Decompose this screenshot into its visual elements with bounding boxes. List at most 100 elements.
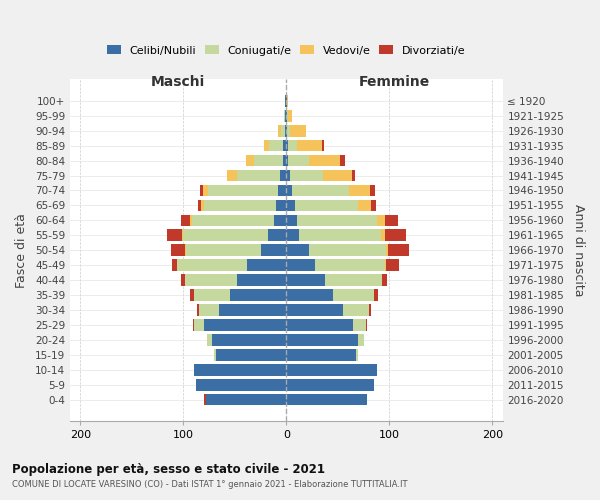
Bar [286,394,367,406]
Bar [171,244,185,256]
Bar [286,244,309,256]
Bar [315,260,385,271]
Bar [353,319,365,331]
Bar [285,125,286,136]
Bar [194,364,286,376]
Bar [381,230,385,241]
Bar [385,260,386,271]
Bar [204,200,276,211]
Bar [285,110,286,122]
Bar [309,155,340,166]
Bar [260,244,286,256]
Bar [206,394,286,406]
Bar [286,379,374,390]
Bar [181,274,185,286]
Bar [388,244,409,256]
Bar [274,214,286,226]
Bar [184,230,268,241]
Bar [286,364,377,376]
Bar [204,319,286,331]
Bar [285,95,286,106]
Bar [343,304,368,316]
Bar [290,125,306,136]
Bar [220,304,286,316]
Bar [356,349,358,360]
Bar [368,304,371,316]
Bar [358,334,364,345]
Bar [268,230,286,241]
Bar [227,170,237,181]
Bar [200,184,203,196]
Bar [286,274,325,286]
Bar [386,260,398,271]
Bar [204,394,206,406]
Bar [177,260,247,271]
Bar [286,260,315,271]
Bar [289,155,309,166]
Bar [247,260,286,271]
Bar [194,289,230,301]
Bar [286,349,356,360]
Bar [237,170,280,181]
Bar [287,95,289,106]
Bar [280,170,286,181]
Bar [167,230,182,241]
Bar [269,140,283,151]
Bar [287,125,290,136]
Bar [371,200,376,211]
Bar [181,214,190,226]
Bar [197,304,199,316]
Bar [203,184,208,196]
Bar [286,110,287,122]
Bar [190,214,191,226]
Bar [374,289,378,301]
Bar [286,319,353,331]
Bar [385,214,398,226]
Bar [386,244,388,256]
Bar [207,334,212,345]
Bar [377,214,385,226]
Bar [286,214,296,226]
Bar [323,170,352,181]
Bar [212,334,286,345]
Bar [352,170,355,181]
Bar [286,230,299,241]
Bar [309,244,386,256]
Text: Femmine: Femmine [359,75,430,89]
Bar [349,184,370,196]
Bar [296,214,377,226]
Bar [182,230,184,241]
Bar [286,304,343,316]
Bar [325,274,382,286]
Bar [216,349,286,360]
Bar [340,155,345,166]
Bar [196,379,286,390]
Bar [185,244,187,256]
Bar [286,140,289,151]
Bar [358,200,371,211]
Bar [286,289,332,301]
Bar [187,244,260,256]
Bar [276,200,286,211]
Bar [286,125,287,136]
Bar [284,110,285,122]
Bar [214,349,216,360]
Bar [278,184,286,196]
Y-axis label: Anni di nascita: Anni di nascita [572,204,585,296]
Bar [283,155,286,166]
Bar [246,155,254,166]
Bar [286,184,292,196]
Legend: Celibi/Nubili, Coniugati/e, Vedovi/e, Divorziati/e: Celibi/Nubili, Coniugati/e, Vedovi/e, Di… [103,40,470,60]
Bar [191,214,274,226]
Bar [281,125,285,136]
Bar [286,200,295,211]
Bar [295,200,358,211]
Bar [198,200,201,211]
Y-axis label: Fasce di età: Fasce di età [15,213,28,288]
Bar [370,184,375,196]
Bar [365,319,367,331]
Bar [286,95,287,106]
Bar [287,110,289,122]
Bar [286,155,289,166]
Bar [385,230,406,241]
